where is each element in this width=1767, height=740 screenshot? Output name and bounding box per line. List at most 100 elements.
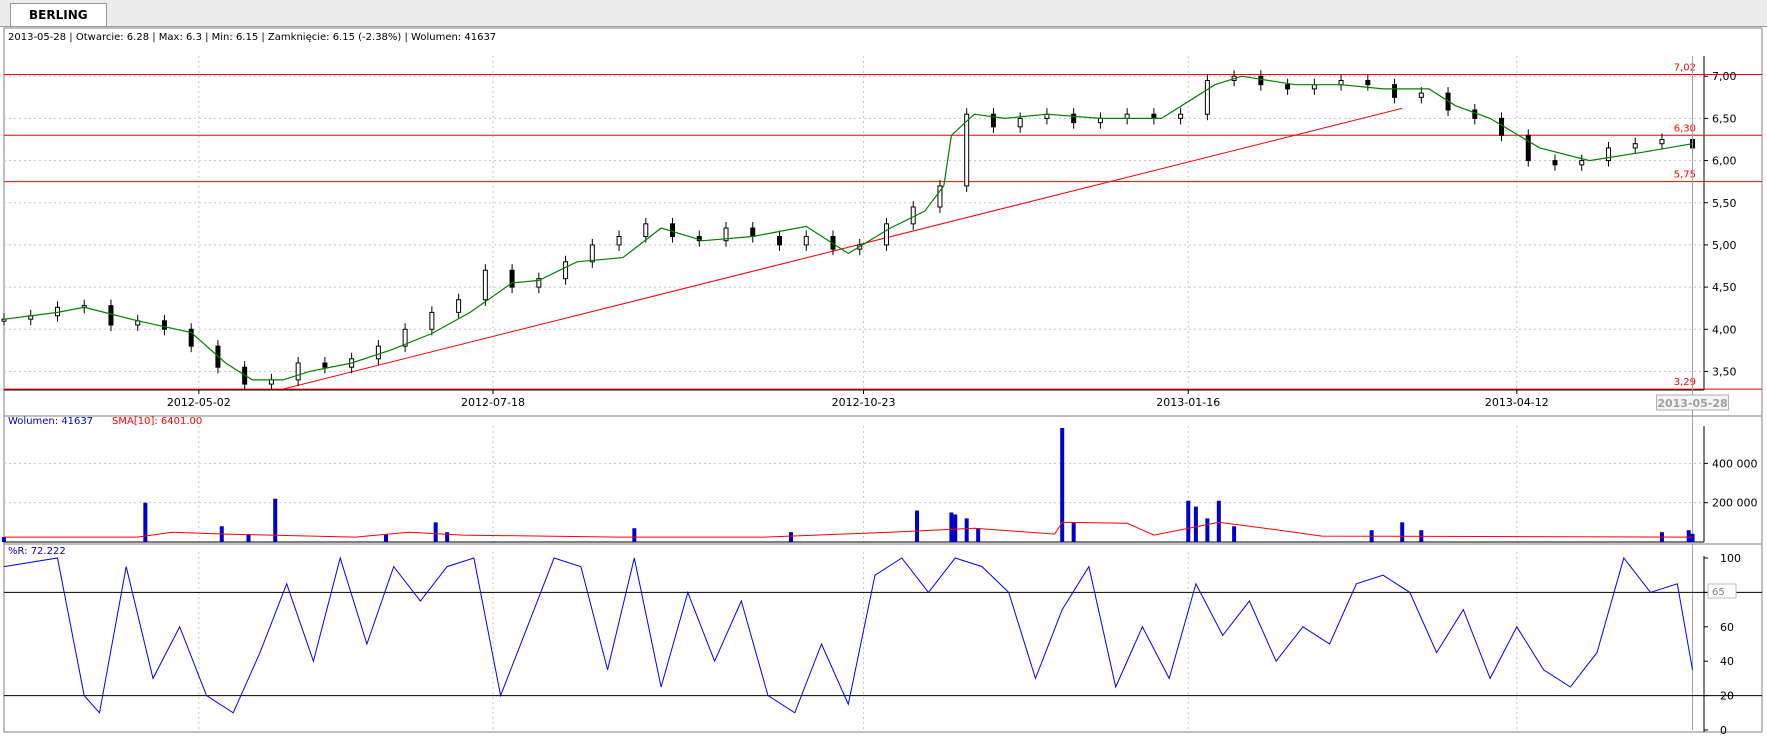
wr-y-tick-label-5: 100 bbox=[1720, 552, 1741, 565]
chart-border bbox=[3, 27, 1763, 733]
volume-bar-9 bbox=[788, 532, 793, 542]
tab-bar: BERLING bbox=[0, 0, 1767, 27]
wr-line bbox=[3, 556, 1693, 714]
crosshair-date-label: 2013-05-28 bbox=[1657, 397, 1727, 410]
volume-bar-7 bbox=[445, 532, 450, 542]
candle-body-10 bbox=[268, 379, 274, 385]
wr-y-tick-label-3: 60 bbox=[1720, 621, 1734, 634]
tab-berling[interactable]: BERLING bbox=[10, 3, 107, 26]
price-y-tick-label-7: 7,00 bbox=[1712, 70, 1737, 83]
price-levels: 7,02 6,30 5,75 3,29 bbox=[4, 63, 1762, 390]
moving-average-line bbox=[3, 75, 1693, 381]
price-y-tick-label-4: 5,50 bbox=[1712, 197, 1737, 210]
volume-sma-line bbox=[4, 521, 1693, 538]
candle-body-7 bbox=[188, 328, 194, 347]
candle-body-24 bbox=[643, 223, 649, 237]
candle-body-49 bbox=[1311, 84, 1317, 90]
price-x-tick-label-3: 2013-01-16 bbox=[1156, 396, 1220, 409]
volume-sma-legend: SMA[10]: 6401.00 bbox=[112, 416, 202, 427]
wr-legend: %R: 72.222 bbox=[8, 546, 66, 557]
price-x-tick-label-1: 2012-07-18 bbox=[461, 396, 525, 409]
volume-bar-18 bbox=[1193, 506, 1198, 542]
price-y-tick-label-3: 5,00 bbox=[1712, 239, 1737, 252]
price-x-tick-label-4: 2013-04-12 bbox=[1485, 396, 1549, 409]
candle-body-15 bbox=[402, 328, 408, 347]
volume-bar-6 bbox=[433, 522, 438, 542]
candle-body-41 bbox=[1097, 117, 1103, 124]
price-y-tick-label-1: 4,00 bbox=[1712, 323, 1737, 336]
price-level-label-1: 6,30 bbox=[1674, 123, 1696, 134]
chart-area[interactable]: 2013-05-28 | Otwarcie: 6.28 | Max: 6.3 |… bbox=[0, 26, 1767, 737]
candle-body-57 bbox=[1525, 134, 1531, 162]
candle-body-34 bbox=[910, 206, 916, 225]
candle-body-14 bbox=[375, 345, 381, 360]
volume-bar-15 bbox=[1060, 427, 1065, 542]
candle-body-4 bbox=[108, 305, 114, 326]
volume-bar-19 bbox=[1205, 518, 1210, 542]
price-y-tick-label-5: 6,00 bbox=[1712, 155, 1737, 168]
candle-body-19 bbox=[509, 269, 515, 288]
candle-body-20 bbox=[536, 278, 542, 288]
volume-bar-5 bbox=[384, 534, 389, 542]
crosshair-group: 2013-05-28 bbox=[1656, 56, 1730, 730]
price-x-tick-label-2: 2012-10-23 bbox=[832, 396, 896, 409]
candle-body-47 bbox=[1258, 75, 1264, 86]
price-level-label-0: 7,02 bbox=[1674, 63, 1696, 74]
volume-bar-8 bbox=[632, 528, 637, 542]
candle-body-62 bbox=[1659, 139, 1665, 145]
volume-y-ticks: 200 000 400 000 bbox=[1704, 457, 1758, 510]
trend-line-group bbox=[282, 107, 1403, 390]
wr-y-tick-label-0: 0 bbox=[1720, 724, 1727, 736]
volume-y-tick-label-0: 200 000 bbox=[1712, 497, 1758, 510]
candle-body-11 bbox=[295, 362, 301, 381]
volume-bar-14 bbox=[976, 528, 981, 542]
volume-bars bbox=[2, 427, 1695, 542]
candle-body-33 bbox=[883, 223, 889, 246]
candle-body-48 bbox=[1285, 84, 1291, 90]
candle-body-35 bbox=[937, 185, 943, 208]
volume-bar-13 bbox=[964, 518, 969, 542]
candle-body-27 bbox=[723, 227, 729, 242]
volume-bar-17 bbox=[1186, 500, 1191, 542]
candle-body-21 bbox=[563, 261, 569, 280]
volume-bar-4 bbox=[273, 498, 278, 542]
price-y-ticks: 3,50 4,00 4,50 5,00 5,50 6,00 6,50 7,00 bbox=[1704, 70, 1737, 378]
volume-bar-20 bbox=[1216, 500, 1221, 542]
volume-bar-26 bbox=[1686, 530, 1691, 542]
volume-bar-1 bbox=[143, 502, 148, 542]
candle-body-37 bbox=[990, 113, 996, 128]
price-grid bbox=[4, 56, 1704, 390]
wr-side-value: 65 bbox=[1712, 587, 1725, 598]
info-line: 2013-05-28 | Otwarcie: 6.28 | Max: 6.3 |… bbox=[8, 32, 496, 43]
candle-body-55 bbox=[1472, 109, 1478, 119]
volume-bar-10 bbox=[915, 510, 920, 542]
candle-body-56 bbox=[1499, 117, 1505, 136]
wr-y-tick-label-1: 20 bbox=[1720, 690, 1734, 703]
volume-grid bbox=[4, 426, 1704, 542]
wr-y-tick-label-2: 40 bbox=[1720, 655, 1734, 668]
price-y-tick-label-6: 6,50 bbox=[1712, 112, 1737, 125]
candle-body-16 bbox=[429, 311, 435, 330]
wr-levels bbox=[4, 591, 1762, 697]
wr-grid bbox=[198, 552, 1518, 730]
price-x-ticks: 2012-05-02 2012-07-18 2012-10-23 2013-01-16… bbox=[167, 390, 1549, 409]
candle-body-43 bbox=[1151, 113, 1157, 119]
candle-body-40 bbox=[1071, 113, 1077, 124]
candle-body-58 bbox=[1552, 160, 1558, 166]
wr-line-group bbox=[3, 556, 1693, 714]
candle-body-52 bbox=[1392, 84, 1398, 98]
volume-bar-23 bbox=[1400, 522, 1405, 542]
price-level-label-3: 3,29 bbox=[1674, 377, 1696, 388]
candle-body-17 bbox=[456, 299, 462, 313]
wr-y-ticks: 020406080100 bbox=[1704, 552, 1741, 737]
volume-bar-3 bbox=[246, 534, 251, 542]
trend-line bbox=[282, 107, 1403, 390]
candle-body-50 bbox=[1338, 79, 1344, 86]
volume-y-tick-label-1: 400 000 bbox=[1712, 457, 1758, 470]
candle-body-60 bbox=[1605, 147, 1611, 162]
candle-body-18 bbox=[482, 269, 488, 301]
stock-chart-svg[interactable]: 2013-05-28 | Otwarcie: 6.28 | Max: 6.3 |… bbox=[0, 26, 1767, 737]
candle-body-42 bbox=[1124, 113, 1130, 119]
candle-body-44 bbox=[1178, 113, 1184, 119]
wr-side-box bbox=[1707, 583, 1737, 599]
